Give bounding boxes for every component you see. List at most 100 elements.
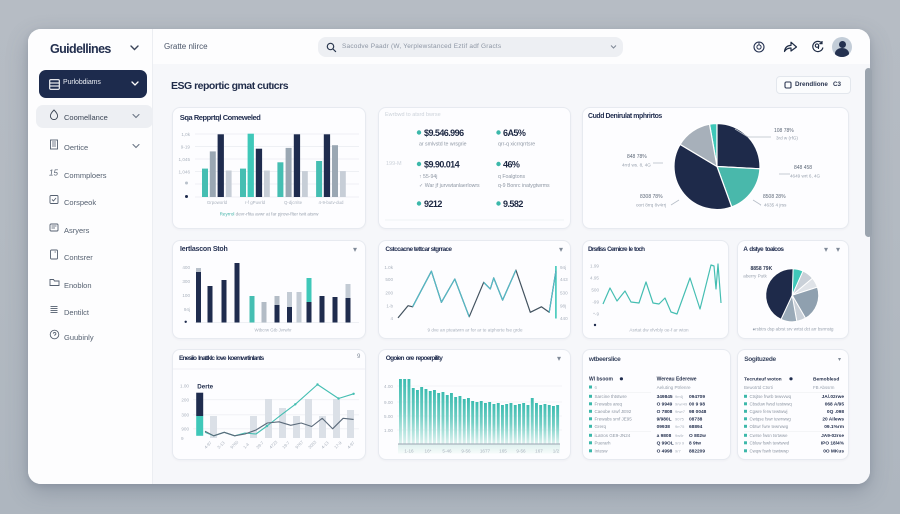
svg-text:Puerarh: Puerarh	[595, 441, 612, 446]
svg-text:9rr4j: 9rr4j	[675, 394, 683, 399]
svg-text:94j: 94j	[184, 307, 190, 312]
svg-text:9/980L: 9/980L	[657, 417, 672, 423]
svg-text:Frewabs areq: Frewabs areq	[595, 402, 623, 407]
svg-text:8508 28%: 8508 28%	[763, 194, 786, 200]
svg-text:9.582: 9.582	[503, 199, 523, 209]
svg-text:Sarcine thtstwre: Sarcine thtstwre	[595, 394, 628, 399]
svg-text:Cgwre ferw tewtwwj: Cgwre ferw tewtwwj	[750, 409, 788, 414]
svg-text:IPO 18/4%: IPO 18/4%	[821, 441, 845, 447]
svg-text:4649 wrt 6, 4G: 4649 wrt 6, 4G	[790, 174, 821, 179]
svg-text:Cwtqse fswr tewrwwg: Cwtqse fswr tewrwwg	[750, 417, 792, 422]
svg-text:q Foalgtons: q Foalgtons	[498, 174, 526, 180]
svg-text:9-19: 9-19	[181, 145, 191, 150]
svg-text:4-9-butv-dud: 4-9-butv-dud	[319, 200, 344, 205]
svg-text:9075: 9075	[675, 417, 685, 422]
svg-text:1/2: 1/2	[553, 449, 560, 454]
svg-text:Derte: Derte	[197, 384, 213, 391]
svg-text:Grerq: Grerq	[595, 424, 607, 429]
svg-text:19-7: 19-7	[281, 440, 291, 450]
svg-text:5-46: 5-46	[442, 449, 452, 454]
svg-text:1.0k: 1.0k	[384, 265, 393, 270]
svg-text:oort 8rrq 8v4rrj: oort 8rrq 8v4rrj	[636, 203, 666, 208]
svg-text:Reyrrol devr-rfita avwr at far: Reyrrol devr-rfita avwr at far pjrow-flt…	[220, 212, 319, 217]
svg-text:440: 440	[560, 316, 568, 321]
svg-text:O 802w: O 802w	[689, 433, 706, 439]
svg-text:3053: 3053	[307, 439, 318, 450]
svg-text:848 458: 848 458	[794, 165, 812, 171]
svg-text:9r7: 9r7	[675, 449, 682, 454]
svg-text:500: 500	[385, 277, 393, 282]
svg-text:4.00: 4.00	[384, 384, 393, 389]
svg-text:Bewotrtd Ctsrti: Bewotrtd Ctsrti	[744, 385, 773, 390]
svg-text:68894: 68894	[689, 424, 703, 430]
svg-text:46%: 46%	[503, 160, 520, 170]
svg-text:Cbluw fswh tewtwwd: Cbluw fswh tewtwwd	[750, 441, 790, 446]
svg-text:✓ War jf jurvwtanlaerlowrs: ✓ War jf jurvwtanlaerlowrs	[419, 183, 480, 189]
svg-text:17-9: 17-9	[333, 440, 343, 450]
svg-text:8 9tw: 8 9tw	[689, 441, 701, 447]
svg-text:4-97: 4-97	[346, 440, 356, 450]
svg-text:Q 99OL: Q 99OL	[657, 441, 674, 447]
svg-text:0Q .098: 0Q .098	[827, 409, 844, 415]
svg-text:q-9 Bonrc inatygtwrms: q-9 Bonrc inatygtwrms	[498, 183, 550, 189]
svg-text:20 Ailews: 20 Ailews	[822, 417, 844, 423]
svg-text:3-13: 3-13	[216, 440, 226, 450]
svg-text:00 9 98: 00 9 98	[689, 402, 705, 408]
svg-text:9760: 9760	[229, 439, 240, 450]
svg-text:Cwqw fswh tswtwwp: Cwqw fswh tswtwwp	[750, 449, 790, 454]
svg-text:068 A/95: 068 A/95	[825, 402, 845, 408]
svg-text:Ctsjtse frwrb tewvvwq: Ctsjtse frwrb tewvvwq	[750, 394, 792, 399]
svg-text:9 dve an pteatwrn ar for ar te: 9 dve an pteatwrn ar for ar te atphorte …	[428, 328, 523, 333]
svg-text:4: 4	[390, 316, 393, 321]
svg-text:1.99: 1.99	[590, 264, 599, 269]
svg-text:200: 200	[385, 290, 393, 295]
svg-text:Wtbcrw Gtb Jvrwhr: Wtbcrw Gtb Jvrwhr	[254, 328, 292, 333]
svg-text:9212: 9212	[424, 199, 442, 209]
svg-text:4635 4 jrss: 4635 4 jrss	[764, 203, 787, 208]
svg-text:9-56: 9-56	[461, 449, 471, 454]
svg-text:JA/.02rwe: JA/.02rwe	[822, 394, 845, 400]
svg-text:882209: 882209	[689, 449, 705, 455]
svg-text:4723: 4723	[268, 439, 279, 450]
svg-text:1,046: 1,046	[179, 170, 191, 175]
svg-text:Frewabs smf JE95: Frewabs smf JE95	[595, 417, 633, 422]
svg-text:9rr75: 9rr75	[675, 424, 685, 429]
svg-text:ar smlvstd te wrsgrie: ar smlvstd te wrsgrie	[419, 142, 467, 148]
svg-text:900: 900	[181, 427, 189, 432]
svg-text:400: 400	[182, 265, 190, 270]
svg-text:FB Abssrm: FB Abssrm	[813, 385, 835, 390]
svg-text:Wl bsoom: Wl bsoom	[589, 377, 613, 383]
svg-text:Tecruteuf woton: Tecruteuf woton	[744, 377, 782, 383]
svg-text:Obtwr fwre tewrwwg: Obtwr fwre tewrwwg	[750, 424, 789, 429]
svg-text:39-7: 39-7	[255, 440, 265, 450]
svg-text:Q-djcrrite: Q-djcrrite	[284, 200, 303, 205]
svg-text:9rwr49: 9rwr49	[675, 402, 688, 407]
svg-text:1-b: 1-b	[386, 304, 393, 309]
svg-text:Caeobe srwf JE92: Caeobe srwf JE92	[595, 409, 632, 414]
svg-text:r-f gPuvrld: r-f gPuvrld	[245, 200, 266, 205]
svg-text:9.00: 9.00	[384, 400, 393, 405]
svg-text:300: 300	[181, 413, 189, 418]
svg-text:4.95: 4.95	[590, 276, 599, 281]
svg-text:16*: 16*	[425, 449, 432, 454]
svg-text:09938: 09938	[657, 424, 671, 430]
svg-text:094709: 094709	[689, 394, 705, 400]
svg-text:Cwrse fwsn tsrtwwe: Cwrse fwsn tsrtwwe	[750, 433, 789, 438]
svg-text:Aeluting Ptrlenre: Aeluting Ptrlenre	[657, 385, 691, 390]
svg-text:1677: 1677	[480, 449, 491, 454]
svg-text:98j: 98j	[560, 304, 566, 309]
svg-text:iLatros GE9-JN24: iLatros GE9-JN24	[595, 433, 631, 438]
svg-text:530: 530	[560, 290, 568, 295]
svg-text:aberry Putk: aberry Putk	[743, 274, 767, 279]
svg-text:9r9 9: 9r9 9	[675, 441, 685, 446]
svg-text:8308 78%: 8308 78%	[640, 194, 663, 200]
svg-text:9-56: 9-56	[516, 449, 526, 454]
svg-text:1,045: 1,045	[179, 157, 191, 162]
svg-text:200: 200	[181, 398, 189, 403]
svg-text:9767: 9767	[294, 439, 305, 450]
svg-text:500: 500	[591, 288, 599, 293]
svg-text:100: 100	[182, 293, 190, 298]
svg-text:qrr-q xicrrqrrtsre: qrr-q xicrrqrrtsre	[498, 142, 535, 148]
svg-text:$9.90.014: $9.90.014	[424, 160, 460, 170]
svg-text:4-13: 4-13	[320, 440, 330, 450]
